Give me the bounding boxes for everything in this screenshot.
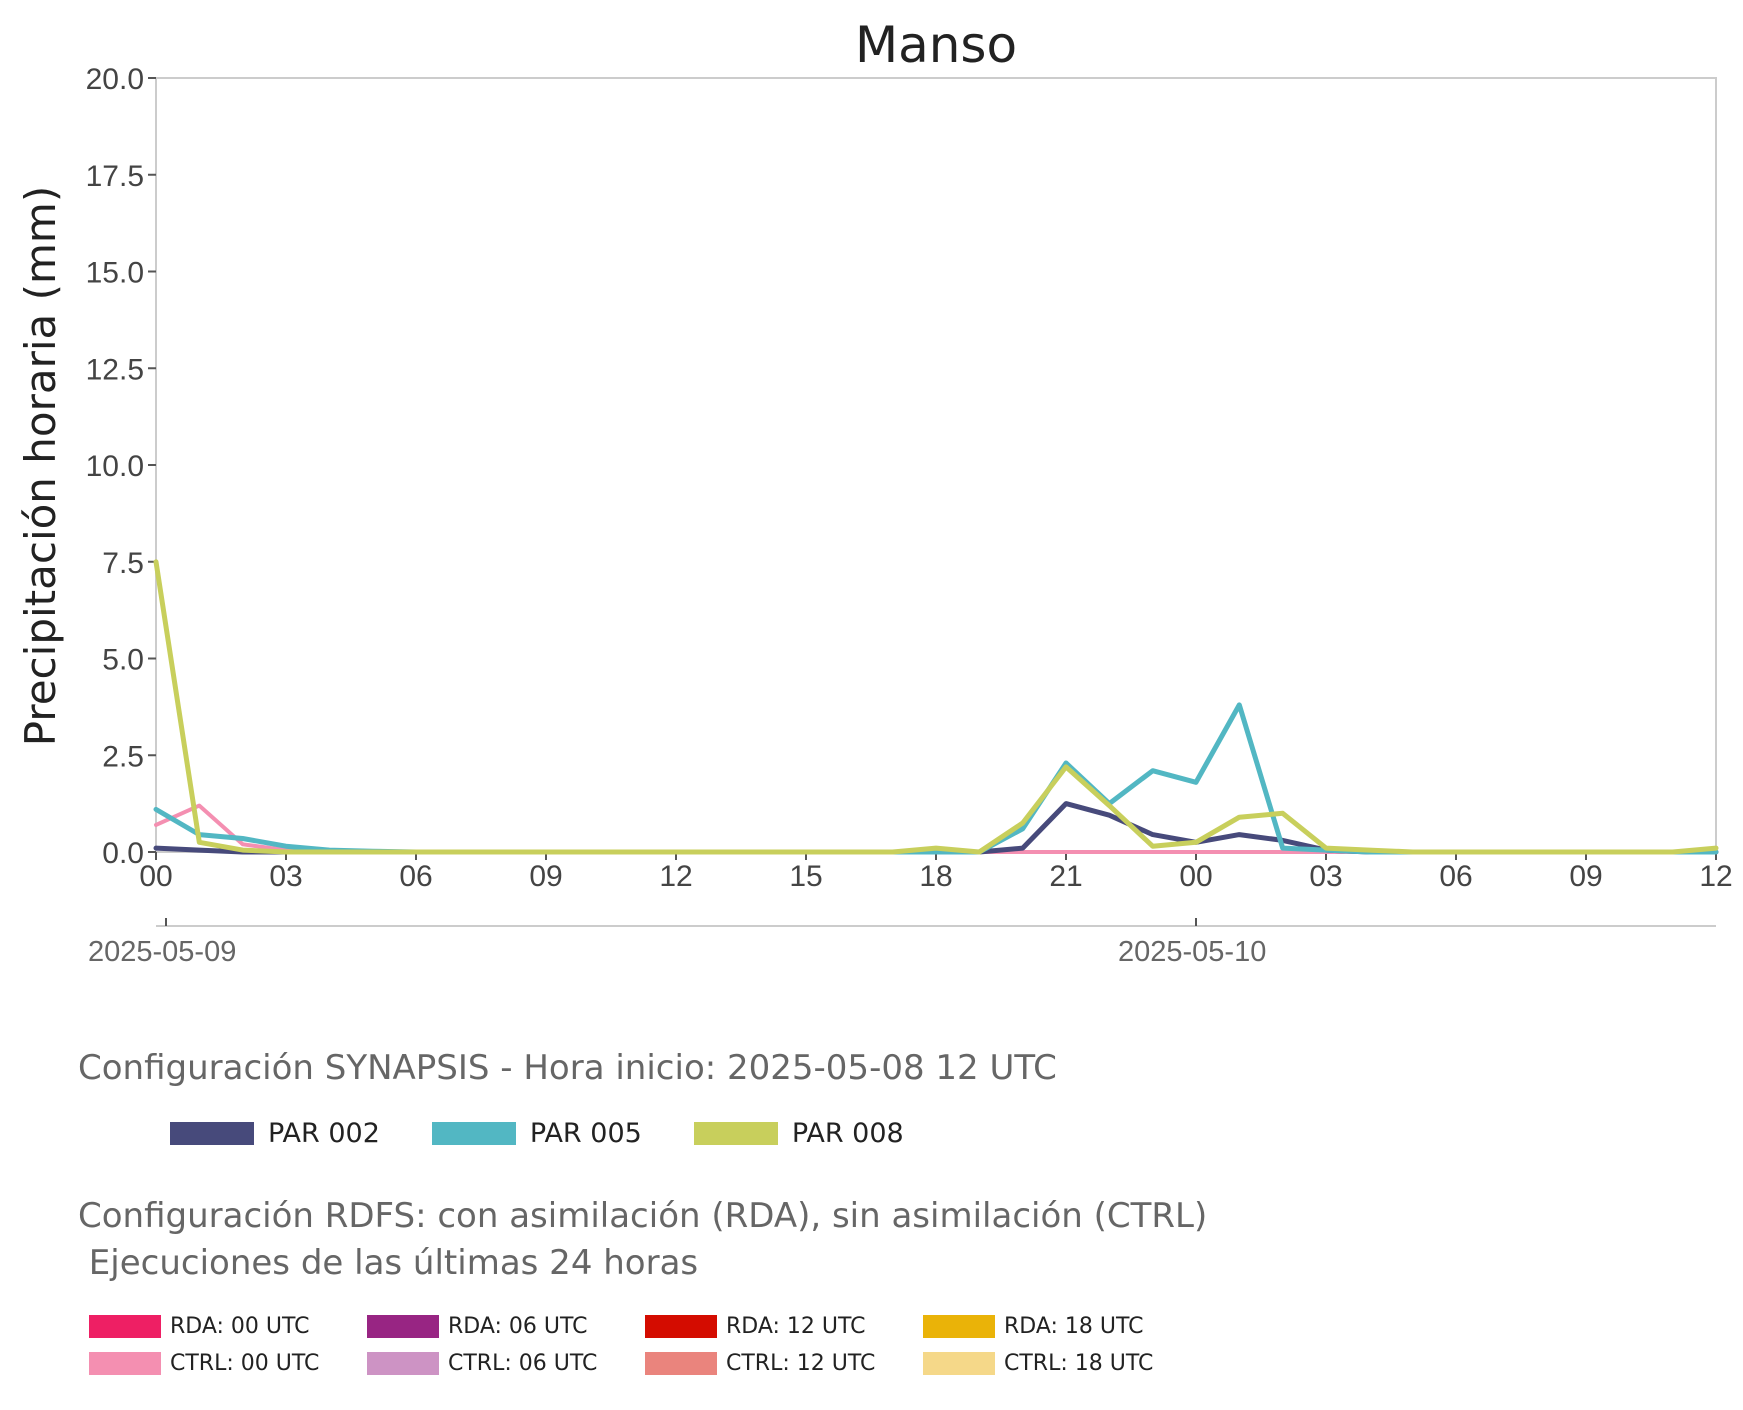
x-tick-label: 12 <box>1699 860 1732 893</box>
series-line-par-002 <box>153 801 1719 855</box>
legend-label: PAR 008 <box>791 1118 904 1149</box>
legend-label: RDA: 12 UTC <box>726 1314 866 1339</box>
legend-label: CTRL: 06 UTC <box>448 1351 598 1376</box>
chart-title: Manso <box>855 16 1017 74</box>
legend-swatch <box>645 1315 717 1338</box>
y-tick-label: 0.0 <box>102 837 144 870</box>
x-tick-label: 03 <box>1309 860 1342 893</box>
legend-swatch <box>431 1122 516 1145</box>
legend-label: RDA: 06 UTC <box>448 1314 588 1339</box>
y-tick-label: 15.0 <box>86 257 144 290</box>
x-tick-label: 06 <box>399 860 432 893</box>
rdfs-legend: RDA: 00 UTC RDA: 06 UTC RDA: 12 UTC RDA: 18… <box>89 1314 1201 1376</box>
x-tick-label: 12 <box>659 860 692 893</box>
y-tick-label: 7.5 <box>102 547 144 580</box>
legend-label: RDA: 18 UTC <box>1004 1314 1144 1339</box>
legend-swatch <box>645 1352 717 1375</box>
rdfs-legend-item: RDA: 00 UTC <box>89 1314 367 1339</box>
x-axis: 00 03 06 09 12 15 18 21 00 03 06 09 12 <box>139 852 1733 893</box>
legend-swatch <box>923 1315 995 1338</box>
x-tick-label: 00 <box>1179 860 1212 893</box>
series-lines <box>153 559 1719 855</box>
x-tick-label: 18 <box>919 860 952 893</box>
legend-label: CTRL: 18 UTC <box>1004 1351 1154 1376</box>
legend-label: RDA: 00 UTC <box>170 1314 310 1339</box>
legend-swatch <box>170 1122 254 1145</box>
y-tick-label: 12.5 <box>86 353 144 386</box>
legend-swatch <box>367 1315 439 1338</box>
rdfs-legend-item: RDA: 12 UTC <box>645 1314 923 1339</box>
series-line-par-008 <box>153 559 1719 855</box>
synapsis-legend-title: Configuración SYNAPSIS - Hora inicio: 20… <box>78 1048 1057 1088</box>
rdfs-legend-item: RDA: 18 UTC <box>923 1314 1201 1339</box>
legend-swatch <box>89 1352 161 1375</box>
y-tick-label: 5.0 <box>102 644 144 677</box>
plot-frame <box>155 77 1717 853</box>
series-line-par-005 <box>153 702 1719 855</box>
synapsis-legend-item: PAR 008 <box>693 1118 904 1149</box>
y-axis-label: Precipitación horaria (mm) <box>16 186 65 746</box>
x-tick-label: 06 <box>1439 860 1472 893</box>
rdfs-legend-item: CTRL: 18 UTC <box>923 1351 1201 1376</box>
synapsis-legend-item: PAR 002 <box>170 1118 380 1149</box>
legend-label: PAR 002 <box>268 1118 380 1149</box>
x-tick-label: 15 <box>789 860 822 893</box>
legend-label: CTRL: 12 UTC <box>726 1351 876 1376</box>
synapsis-legend: PAR 002 PAR 005 PAR 008 <box>170 1118 956 1149</box>
y-tick-label: 20.0 <box>86 63 144 96</box>
date-tick-label: 2025-05-09 <box>88 936 236 968</box>
y-tick-label: 10.0 <box>86 450 144 483</box>
rdfs-legend-item: RDA: 06 UTC <box>367 1314 645 1339</box>
x-tick-label: 00 <box>139 860 172 893</box>
y-tick-label: 17.5 <box>86 160 144 193</box>
y-tick-label: 2.5 <box>102 740 144 773</box>
synapsis-legend-item: PAR 005 <box>431 1118 642 1149</box>
legend-label: PAR 005 <box>529 1118 642 1149</box>
legend-label: CTRL: 00 UTC <box>170 1351 320 1376</box>
y-axis: 0.0 2.5 5.0 7.5 10.0 12.5 15.0 17.5 20.0 <box>86 63 156 870</box>
rdfs-legend-title: Configuración RDFS: con asimilación (RDA… <box>78 1196 1208 1283</box>
x-tick-label: 09 <box>1569 860 1602 893</box>
legend-swatch <box>367 1352 439 1375</box>
date-tick-label: 2025-05-10 <box>1118 936 1266 968</box>
x-tick-label: 21 <box>1049 860 1082 893</box>
legend-swatch <box>693 1122 778 1145</box>
legend-swatch <box>89 1315 161 1338</box>
x-tick-label: 09 <box>529 860 562 893</box>
rdfs-legend-item: CTRL: 00 UTC <box>89 1351 367 1376</box>
date-axis: 2025-05-09 2025-05-10 <box>88 918 1266 968</box>
precipitation-chart: Manso Precipitación horaria (mm) 0.0 2.5 5… <box>16 16 1733 968</box>
x-tick-label: 03 <box>269 860 302 893</box>
rdfs-legend-item: CTRL: 06 UTC <box>367 1351 645 1376</box>
rdfs-legend-item: CTRL: 12 UTC <box>645 1351 923 1376</box>
legend-swatch <box>923 1352 995 1375</box>
